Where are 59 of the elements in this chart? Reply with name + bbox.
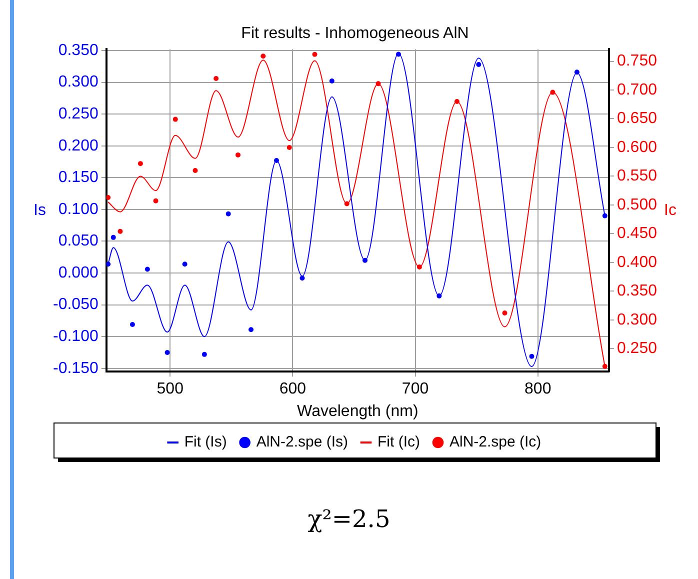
point (106, 194, 111, 200)
legend-label: AlN-2.spe (Is) (256, 434, 348, 451)
point (476, 62, 482, 67)
y2-tick-label: 0.600 (616, 138, 658, 156)
x-tick-label: 600 (279, 380, 306, 398)
legend-label: Fit (Is) (184, 434, 227, 451)
y-tick-label: 0.250 (58, 105, 98, 122)
point (300, 276, 305, 281)
point (192, 168, 198, 173)
y-tick-label: -0.100 (52, 328, 98, 346)
point (529, 354, 534, 359)
point (286, 144, 292, 150)
x-tick-label: 700 (402, 380, 429, 398)
y-tick-label: 0.100 (58, 200, 98, 218)
y-tick-label: 0.150 (58, 169, 98, 186)
x-axis-title: Wavelength (nm) (297, 402, 418, 420)
point (236, 152, 241, 158)
y-tick-label: 0.300 (58, 74, 98, 91)
point (153, 198, 158, 204)
point (214, 76, 219, 82)
point (172, 116, 178, 122)
y-axis-title: Is (34, 202, 46, 219)
point (164, 350, 170, 356)
y-tick-label: 0.000 (58, 264, 98, 282)
y-tick-label: 0.200 (58, 137, 98, 154)
point (248, 327, 254, 332)
point (202, 352, 207, 357)
y2-tick-label: 0.350 (616, 282, 658, 300)
point (118, 228, 123, 234)
y2-tick-label: 0.250 (616, 340, 658, 358)
x-tick-label: 500 (156, 380, 184, 398)
legend-label: Fit (Ic) (378, 434, 420, 451)
x-tick-label: 800 (524, 380, 552, 398)
point (130, 322, 135, 328)
point (260, 54, 266, 59)
point (144, 266, 150, 272)
point (502, 310, 508, 316)
y2-tick-label: 0.550 (616, 168, 658, 185)
point (138, 161, 143, 166)
y2-tick-label: 0.450 (616, 225, 658, 242)
y2-tick-label: 0.400 (616, 254, 658, 271)
y2-tick-label: 0.750 (616, 52, 658, 70)
point (182, 262, 188, 267)
point (110, 234, 116, 240)
point (226, 211, 231, 216)
y-tick-label: -0.150 (52, 360, 98, 377)
y-tick-label: -0.050 (52, 296, 98, 314)
y-tick-label: 0.050 (58, 232, 98, 250)
point (312, 52, 318, 57)
y2-axis-title: Ic (664, 202, 676, 219)
y-tick-label: 0.350 (58, 42, 98, 59)
y2-tick-label: 0.650 (616, 110, 658, 128)
chart-title: Fit results - Inhomogeneous AlN (241, 25, 469, 42)
legend-label: AlN-2.spe (Ic) (449, 434, 542, 451)
text: χ²=2.5 (306, 505, 392, 533)
point (329, 78, 334, 84)
y2-tick-label: 0.500 (616, 196, 658, 214)
y2-tick-label: 0.300 (616, 311, 658, 328)
y2-tick-label: 0.700 (616, 81, 658, 98)
